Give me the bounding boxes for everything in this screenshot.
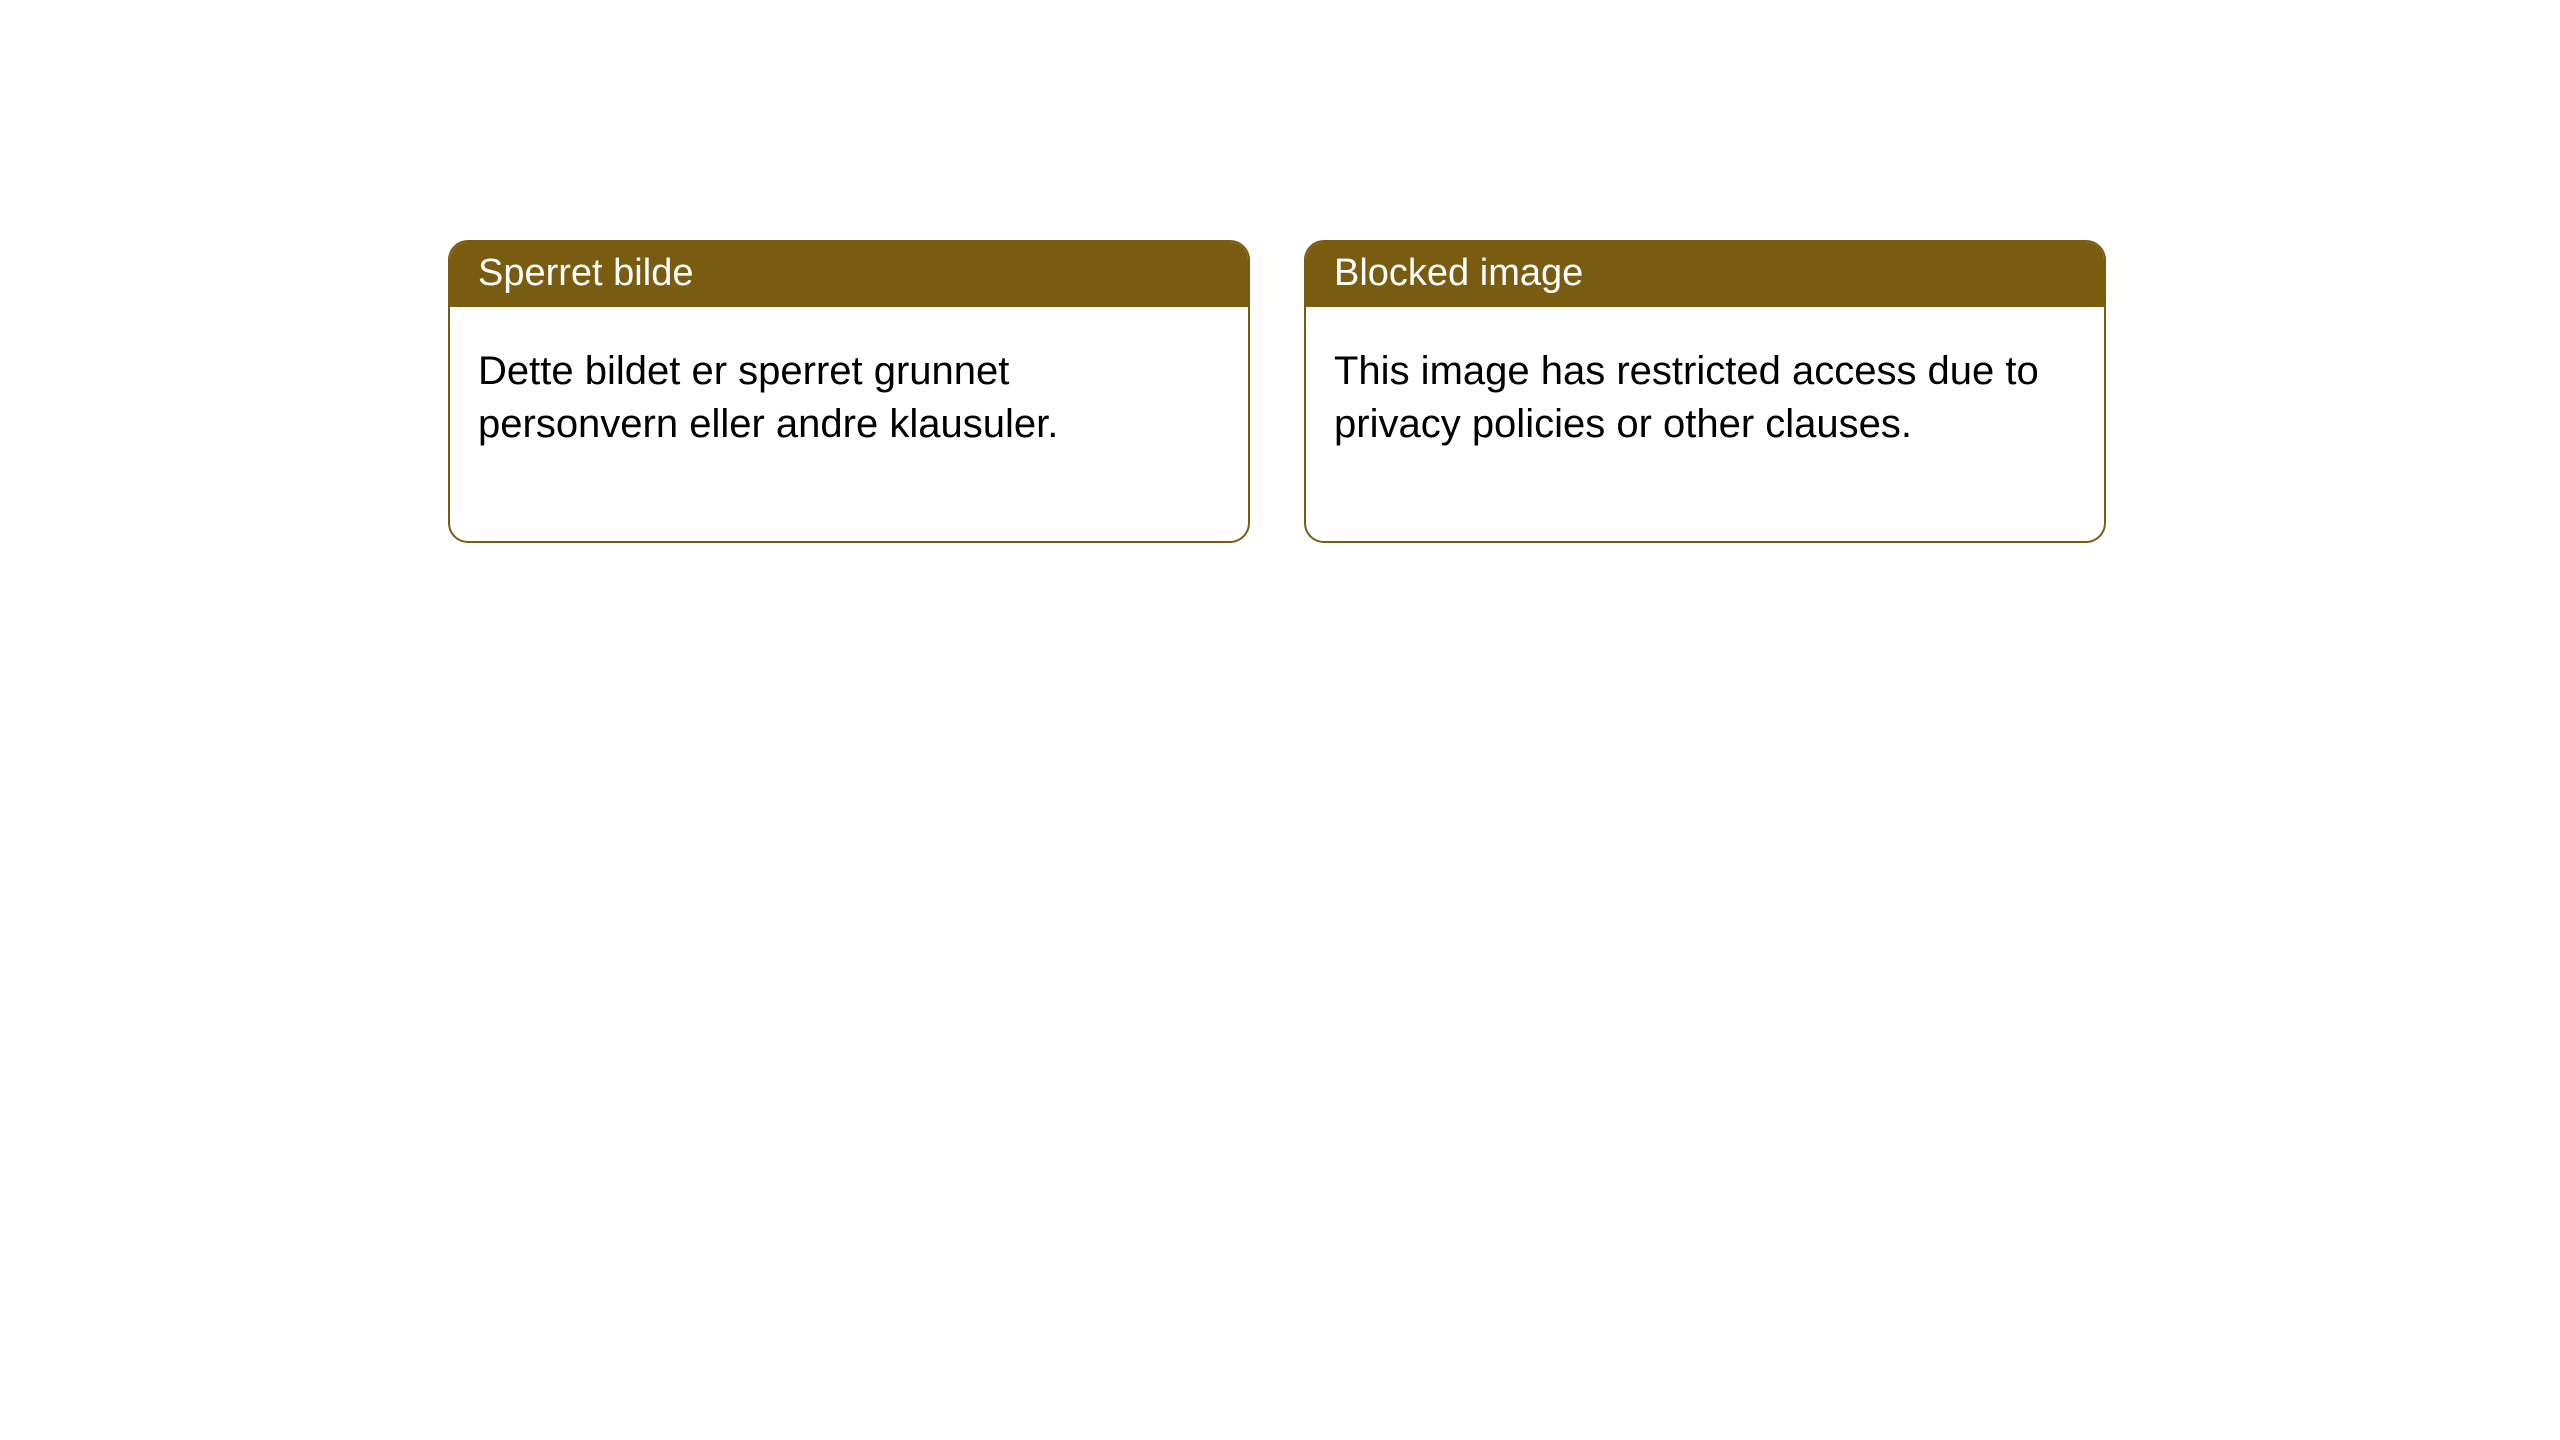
blocked-image-notices: Sperret bilde Dette bildet er sperret gr… xyxy=(0,0,2560,543)
card-body-text: This image has restricted access due to … xyxy=(1306,307,2104,541)
card-title: Blocked image xyxy=(1306,242,2104,307)
blocked-image-card-no: Sperret bilde Dette bildet er sperret gr… xyxy=(448,240,1250,543)
blocked-image-card-en: Blocked image This image has restricted … xyxy=(1304,240,2106,543)
card-title: Sperret bilde xyxy=(450,242,1248,307)
card-body-text: Dette bildet er sperret grunnet personve… xyxy=(450,307,1248,541)
